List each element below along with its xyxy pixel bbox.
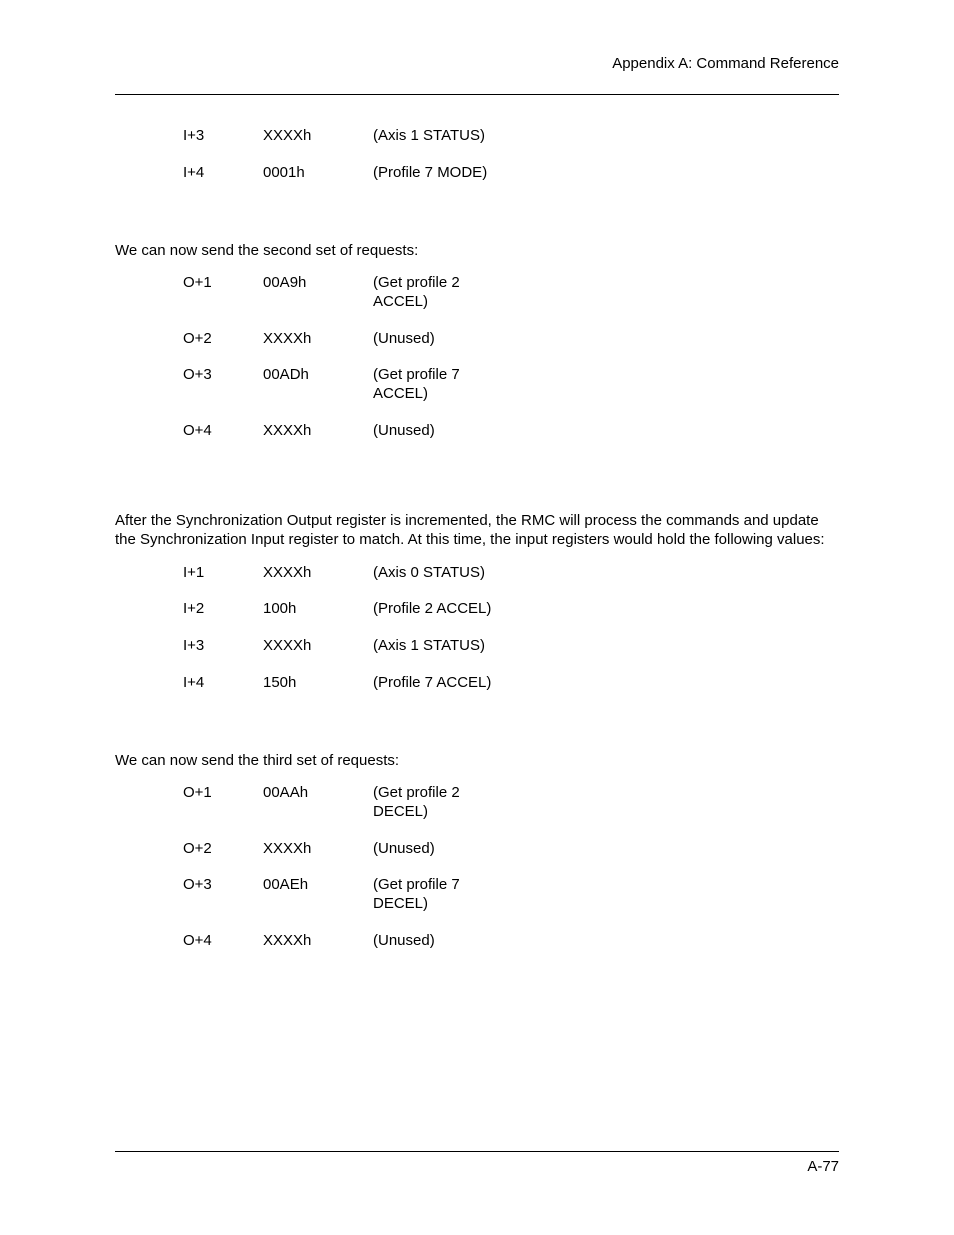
- desc-cell: (Get profile 7 DECEL): [373, 876, 493, 914]
- val-cell: 0001h: [263, 164, 373, 183]
- paragraph: We can now send the second set of reques…: [115, 241, 839, 261]
- reg-cell: I+3: [183, 127, 263, 146]
- val-cell: XXXXh: [263, 932, 373, 951]
- table-row: O+1 00AAh (Get profile 2 DECEL): [183, 784, 493, 822]
- val-cell: 00ADh: [263, 366, 373, 404]
- reg-cell: O+2: [183, 840, 263, 859]
- val-cell: XXXXh: [263, 422, 373, 441]
- val-cell: XXXXh: [263, 840, 373, 859]
- page-footer: A-77: [115, 1151, 839, 1175]
- reg-cell: O+4: [183, 932, 263, 951]
- val-cell: 00AEh: [263, 876, 373, 914]
- val-cell: 150h: [263, 674, 373, 693]
- reg-cell: O+2: [183, 330, 263, 349]
- reg-cell: I+2: [183, 600, 263, 619]
- page-header: Appendix A: Command Reference: [115, 55, 839, 72]
- paragraph: We can now send the third set of request…: [115, 751, 839, 771]
- desc-cell: (Profile 7 ACCEL): [373, 674, 493, 693]
- desc-cell: (Unused): [373, 840, 493, 859]
- table-row: O+2 XXXXh (Unused): [183, 330, 493, 349]
- desc-cell: (Get profile 7 ACCEL): [373, 366, 493, 404]
- desc-cell: (Profile 2 ACCEL): [373, 600, 493, 619]
- desc-cell: (Axis 1 STATUS): [373, 637, 493, 656]
- table-row: I+3 XXXXh (Axis 1 STATUS): [183, 637, 493, 656]
- footer-rule: [115, 1151, 839, 1152]
- val-cell: XXXXh: [263, 564, 373, 583]
- val-cell: XXXXh: [263, 637, 373, 656]
- register-block-2: O+1 00A9h (Get profile 2 ACCEL) O+2 XXXX…: [183, 274, 493, 441]
- header-rule: [115, 94, 839, 95]
- reg-cell: I+4: [183, 674, 263, 693]
- table-row: I+1 XXXXh (Axis 0 STATUS): [183, 564, 493, 583]
- desc-cell: (Unused): [373, 330, 493, 349]
- desc-cell: (Unused): [373, 932, 493, 951]
- reg-cell: I+4: [183, 164, 263, 183]
- table-row: I+4 0001h (Profile 7 MODE): [183, 164, 493, 183]
- val-cell: 00A9h: [263, 274, 373, 312]
- desc-cell: (Get profile 2 ACCEL): [373, 274, 493, 312]
- reg-cell: O+3: [183, 366, 263, 404]
- reg-cell: I+1: [183, 564, 263, 583]
- paragraph: After the Synchronization Output registe…: [115, 511, 839, 550]
- table-row: O+3 00ADh (Get profile 7 ACCEL): [183, 366, 493, 404]
- val-cell: 100h: [263, 600, 373, 619]
- desc-cell: (Axis 0 STATUS): [373, 564, 493, 583]
- desc-cell: (Unused): [373, 422, 493, 441]
- table-row: I+3 XXXXh (Axis 1 STATUS): [183, 127, 493, 146]
- reg-cell: I+3: [183, 637, 263, 656]
- register-block-1: I+3 XXXXh (Axis 1 STATUS) I+4 0001h (Pro…: [183, 127, 493, 183]
- val-cell: XXXXh: [263, 127, 373, 146]
- desc-cell: (Get profile 2 DECEL): [373, 784, 493, 822]
- val-cell: XXXXh: [263, 330, 373, 349]
- table-row: O+1 00A9h (Get profile 2 ACCEL): [183, 274, 493, 312]
- desc-cell: (Axis 1 STATUS): [373, 127, 493, 146]
- page-number: A-77: [115, 1158, 839, 1175]
- register-block-3: I+1 XXXXh (Axis 0 STATUS) I+2 100h (Prof…: [183, 564, 493, 693]
- table-row: O+3 00AEh (Get profile 7 DECEL): [183, 876, 493, 914]
- desc-cell: (Profile 7 MODE): [373, 164, 493, 183]
- table-row: I+2 100h (Profile 2 ACCEL): [183, 600, 493, 619]
- table-row: I+4 150h (Profile 7 ACCEL): [183, 674, 493, 693]
- reg-cell: O+1: [183, 784, 263, 822]
- register-block-4: O+1 00AAh (Get profile 2 DECEL) O+2 XXXX…: [183, 784, 493, 951]
- val-cell: 00AAh: [263, 784, 373, 822]
- table-row: O+4 XXXXh (Unused): [183, 932, 493, 951]
- table-row: O+2 XXXXh (Unused): [183, 840, 493, 859]
- reg-cell: O+1: [183, 274, 263, 312]
- reg-cell: O+3: [183, 876, 263, 914]
- table-row: O+4 XXXXh (Unused): [183, 422, 493, 441]
- reg-cell: O+4: [183, 422, 263, 441]
